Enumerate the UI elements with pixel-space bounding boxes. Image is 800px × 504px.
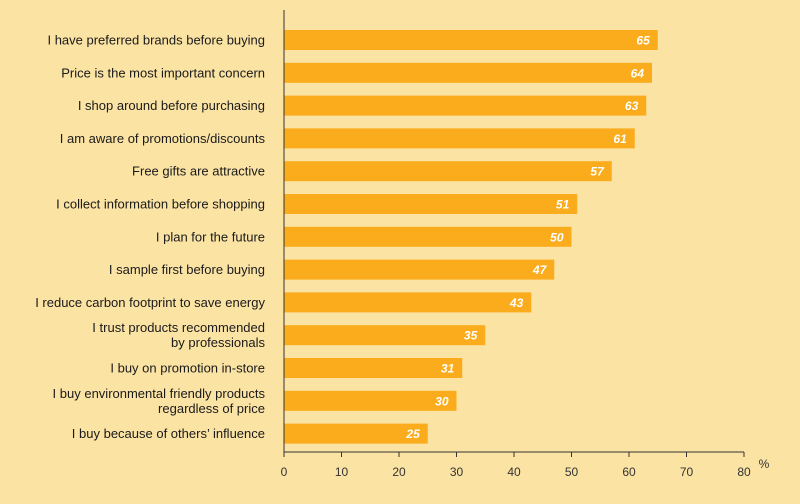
x-tick-label: 0: [281, 465, 288, 479]
category-label: I have preferred brands before buying: [47, 33, 265, 48]
category-label: I buy environmental friendly products: [53, 386, 266, 401]
x-tick-label: 50: [565, 465, 579, 479]
bar-value-label: 51: [556, 198, 570, 212]
bar-value-label: 63: [625, 99, 639, 113]
bar: [284, 95, 647, 116]
bar: [284, 259, 555, 280]
bar-value-label: 61: [613, 132, 627, 146]
bar: [284, 325, 486, 346]
category-label: I reduce carbon footprint to save energy: [35, 295, 265, 310]
x-tick-label: 10: [335, 465, 349, 479]
category-label: I shop around before purchasing: [78, 98, 265, 113]
category-label: I plan for the future: [156, 229, 265, 244]
category-label: I buy because of others’ influence: [72, 426, 265, 441]
bar: [284, 30, 658, 50]
bar-value-label: 47: [532, 263, 548, 277]
x-tick-label: 70: [680, 465, 694, 479]
bar-value-label: 50: [550, 230, 564, 244]
x-tick-label: 30: [450, 465, 464, 479]
x-unit-label: %: [759, 457, 770, 471]
category-label: I am aware of promotions/discounts: [60, 131, 266, 146]
category-label: by professionals: [171, 335, 265, 350]
bar-value-label: 35: [464, 329, 478, 343]
bar: [284, 292, 532, 313]
bar-value-label: 65: [636, 34, 650, 48]
bar: [284, 226, 572, 247]
bar-value-label: 25: [405, 427, 420, 441]
category-label: regardless of price: [158, 401, 265, 416]
category-label: I collect information before shopping: [56, 197, 265, 212]
category-label: Price is the most important concern: [61, 65, 265, 80]
bar: [284, 128, 635, 149]
bar-value-label: 30: [435, 394, 449, 408]
x-tick-label: 20: [392, 465, 406, 479]
x-tick-label: 60: [622, 465, 636, 479]
category-label: I buy on promotion in-store: [110, 361, 265, 376]
bar-value-label: 57: [590, 165, 605, 179]
bar-value-label: 64: [631, 66, 645, 80]
bar: [284, 194, 578, 214]
x-tick-label: 80: [737, 465, 751, 479]
category-label: Free gifts are attractive: [132, 164, 265, 179]
bar-value-label: 43: [509, 296, 524, 310]
category-label: I trust products recommended: [92, 320, 265, 335]
bar: [284, 161, 612, 182]
bar: [284, 423, 428, 444]
bar: [284, 358, 463, 378]
x-tick-label: 40: [507, 465, 521, 479]
bar: [284, 390, 457, 411]
category-label: I sample first before buying: [109, 262, 265, 277]
bar: [284, 62, 652, 83]
bar-value-label: 31: [441, 362, 455, 376]
